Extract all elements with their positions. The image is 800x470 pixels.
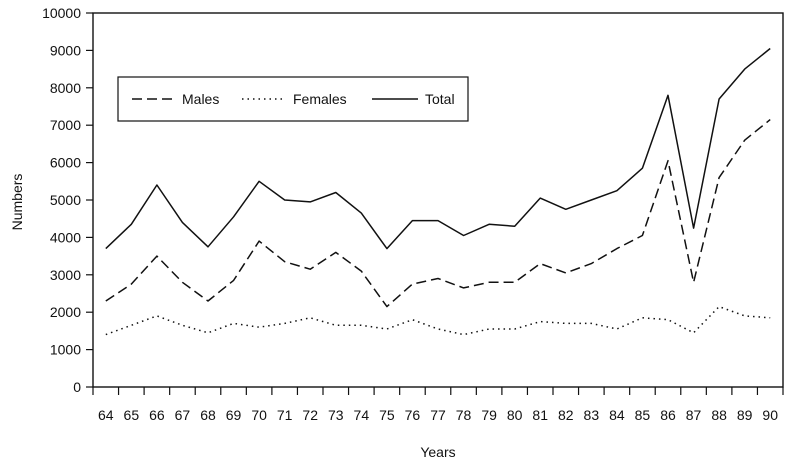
y-tick-label: 10000 bbox=[42, 5, 81, 21]
x-tick-label: 82 bbox=[558, 407, 574, 423]
x-tick-label: 75 bbox=[379, 407, 395, 423]
x-tick-label: 78 bbox=[456, 407, 472, 423]
x-tick-label: 65 bbox=[124, 407, 140, 423]
x-tick-label: 67 bbox=[175, 407, 191, 423]
x-axis-title: Years bbox=[420, 444, 455, 460]
x-tick-label: 74 bbox=[354, 407, 370, 423]
legend-label-males: Males bbox=[182, 91, 219, 107]
y-tick-label: 8000 bbox=[50, 80, 81, 96]
legend-label-females: Females bbox=[293, 91, 347, 107]
y-tick-label: 7000 bbox=[50, 117, 81, 133]
x-tick-label: 77 bbox=[430, 407, 446, 423]
x-tick-label: 73 bbox=[328, 407, 344, 423]
x-tick-label: 90 bbox=[762, 407, 778, 423]
y-axis-title: Numbers bbox=[9, 174, 25, 231]
y-axis-ticks: 0 1000 2000 3000 4000 5000 6000 7000 8000 9000 100… bbox=[42, 5, 93, 395]
x-tick-label: 69 bbox=[226, 407, 242, 423]
y-tick-label: 3000 bbox=[50, 267, 81, 283]
axes bbox=[92, 12, 784, 388]
x-tick-label: 88 bbox=[711, 407, 727, 423]
x-tick-label: 84 bbox=[609, 407, 625, 423]
x-tick-label: 66 bbox=[149, 407, 165, 423]
x-tick-label: 70 bbox=[251, 407, 267, 423]
y-tick-label: 1000 bbox=[50, 342, 81, 358]
x-tick-label: 71 bbox=[277, 407, 293, 423]
x-axis-ticks: 64 65 66 67 68 69 70 71 72 73 74 75 76 77 78 79 80 81 82 83… bbox=[92, 387, 784, 423]
x-tick-label: 83 bbox=[584, 407, 600, 423]
x-tick-label: 79 bbox=[481, 407, 497, 423]
series-line-total bbox=[105, 47, 771, 250]
y-tick-label: 6000 bbox=[50, 155, 81, 171]
x-tick-label: 86 bbox=[660, 407, 676, 423]
y-tick-label: 0 bbox=[73, 379, 81, 395]
plot-frame bbox=[92, 12, 784, 388]
y-tick-label: 5000 bbox=[50, 192, 81, 208]
x-tick-label: 89 bbox=[737, 407, 753, 423]
series-layer bbox=[105, 47, 771, 336]
x-tick-label: 76 bbox=[405, 407, 421, 423]
x-tick-label: 72 bbox=[302, 407, 318, 423]
x-tick-label: 68 bbox=[200, 407, 216, 423]
series-line-females bbox=[105, 305, 771, 336]
legend: Males Females Total bbox=[117, 76, 469, 122]
series-line-males bbox=[105, 119, 771, 308]
y-tick-label: 9000 bbox=[50, 42, 81, 58]
y-tick-label: 2000 bbox=[50, 304, 81, 320]
x-tick-label: 85 bbox=[635, 407, 651, 423]
y-tick-label: 4000 bbox=[50, 229, 81, 245]
x-tick-label: 64 bbox=[98, 407, 114, 423]
x-tick-label: 80 bbox=[507, 407, 523, 423]
x-tick-label: 87 bbox=[686, 407, 702, 423]
x-tick-label: 81 bbox=[532, 407, 548, 423]
legend-label-total: Total bbox=[425, 91, 455, 107]
